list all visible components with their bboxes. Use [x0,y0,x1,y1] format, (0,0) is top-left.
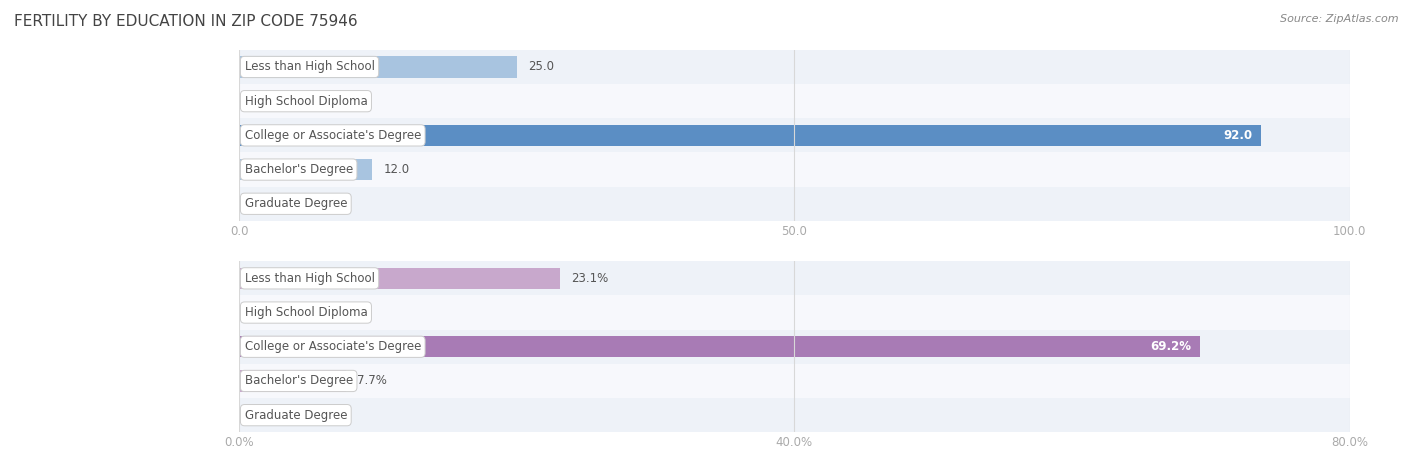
Bar [239,398,1350,432]
Text: Graduate Degree: Graduate Degree [245,408,347,422]
Text: 0.0: 0.0 [250,197,269,210]
Bar [239,330,1350,364]
Text: Less than High School: Less than High School [245,272,374,285]
Text: Bachelor's Degree: Bachelor's Degree [245,163,353,176]
Text: 25.0: 25.0 [527,60,554,74]
Text: 0.0: 0.0 [250,95,269,108]
Bar [239,50,1350,84]
Text: Source: ZipAtlas.com: Source: ZipAtlas.com [1281,14,1399,24]
Text: 7.7%: 7.7% [357,374,387,388]
Bar [239,295,1350,330]
Text: Graduate Degree: Graduate Degree [245,197,347,210]
Bar [239,125,1261,146]
Text: 69.2%: 69.2% [1150,340,1191,353]
Text: College or Associate's Degree: College or Associate's Degree [245,340,420,353]
Bar [239,57,517,77]
Text: 12.0: 12.0 [384,163,409,176]
Bar [239,336,1199,357]
Bar [239,370,346,391]
Bar [239,118,1350,152]
Text: Less than High School: Less than High School [245,60,374,74]
Bar [239,364,1350,398]
Bar [239,187,1350,221]
Text: College or Associate's Degree: College or Associate's Degree [245,129,420,142]
Bar [239,152,1350,187]
Text: 23.1%: 23.1% [571,272,609,285]
Text: 92.0: 92.0 [1223,129,1251,142]
Text: 0.0%: 0.0% [250,306,280,319]
Text: High School Diploma: High School Diploma [245,95,367,108]
Text: FERTILITY BY EDUCATION IN ZIP CODE 75946: FERTILITY BY EDUCATION IN ZIP CODE 75946 [14,14,357,29]
Bar [239,84,1350,118]
Bar [239,159,373,180]
Text: Bachelor's Degree: Bachelor's Degree [245,374,353,388]
Text: High School Diploma: High School Diploma [245,306,367,319]
Bar [239,268,560,289]
Bar [239,261,1350,295]
Text: 0.0%: 0.0% [250,408,280,422]
